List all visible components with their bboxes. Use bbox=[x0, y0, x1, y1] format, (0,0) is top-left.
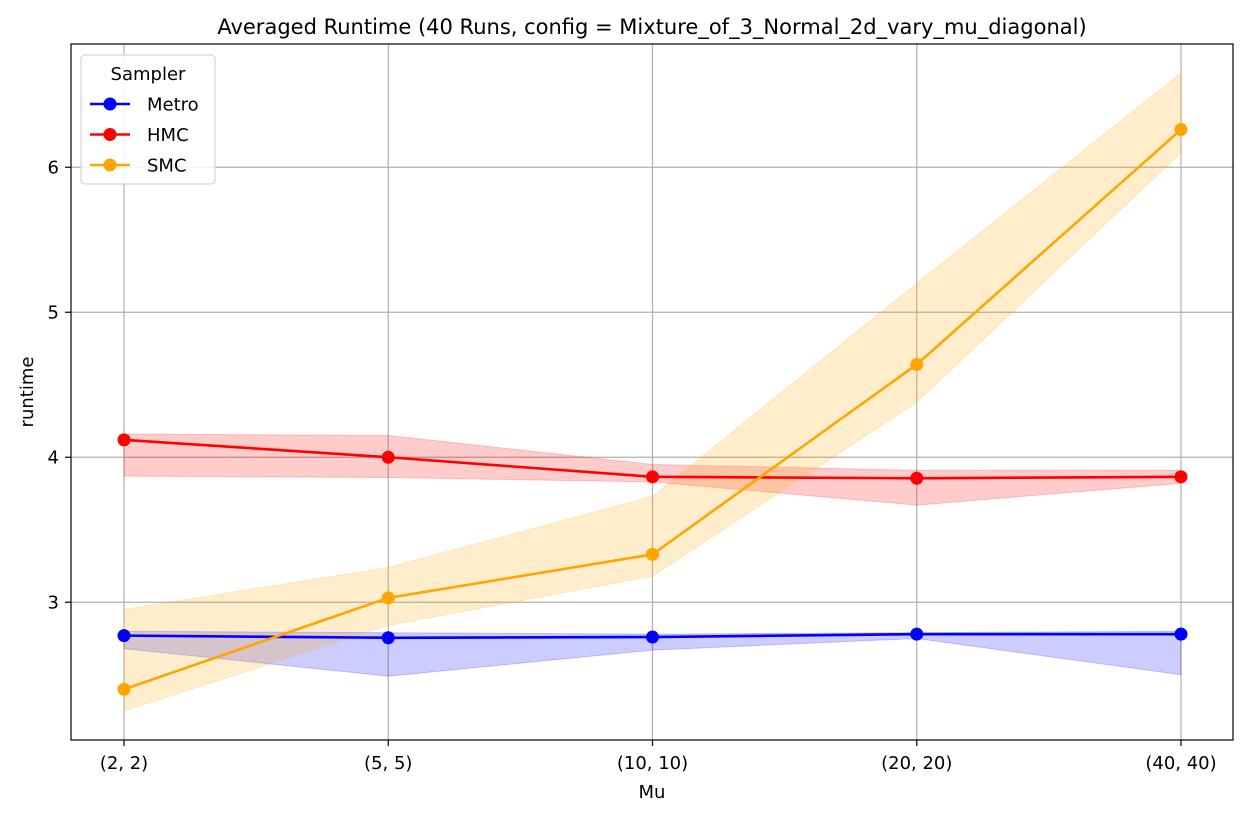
legend-entry-metro: Metro bbox=[90, 95, 199, 116]
point-smc bbox=[1174, 123, 1188, 137]
legend: Sampler Metro HMC SMC bbox=[80, 54, 216, 185]
x-tick-label: (40, 40) bbox=[1145, 753, 1216, 774]
point-metro bbox=[910, 627, 924, 641]
grid-lines bbox=[71, 44, 1233, 740]
y-axis-ticks: 3 4 5 6 bbox=[48, 157, 71, 613]
point-smc bbox=[910, 357, 924, 371]
y-tick-label: 3 bbox=[48, 592, 59, 613]
point-hmc bbox=[910, 471, 924, 485]
band-smc bbox=[123, 71, 1182, 712]
x-tick-label: (2, 2) bbox=[100, 753, 148, 774]
point-hmc bbox=[646, 470, 659, 484]
series-metro bbox=[117, 627, 1188, 645]
legend-label-smc: SMC bbox=[147, 156, 187, 177]
series-smc bbox=[117, 123, 1188, 696]
legend-entries: Metro HMC SMC bbox=[90, 95, 199, 177]
legend-label-hmc: HMC bbox=[147, 125, 189, 146]
x-tick-label: (20, 20) bbox=[881, 753, 952, 774]
point-hmc bbox=[1174, 470, 1188, 484]
point-hmc bbox=[117, 433, 131, 447]
legend-title: Sampler bbox=[111, 64, 186, 85]
point-metro bbox=[381, 631, 395, 645]
point-metro bbox=[1174, 627, 1188, 641]
x-axis-label: Mu bbox=[639, 782, 666, 803]
point-smc bbox=[381, 591, 395, 605]
legend-entry-smc: SMC bbox=[90, 156, 187, 177]
legend-marker-smc bbox=[103, 158, 117, 172]
y-axis-label: runtime bbox=[17, 357, 38, 428]
x-tick-label: (5, 5) bbox=[364, 753, 412, 774]
y-tick-label: 6 bbox=[48, 157, 59, 178]
legend-box bbox=[80, 54, 216, 185]
legend-marker-hmc bbox=[103, 128, 117, 141]
x-tick-label: (10, 10) bbox=[617, 753, 688, 774]
series-layer bbox=[117, 123, 1188, 696]
point-hmc bbox=[381, 450, 395, 464]
point-smc bbox=[646, 547, 659, 561]
legend-entry-hmc: HMC bbox=[90, 125, 189, 146]
legend-marker-metro bbox=[103, 97, 117, 111]
y-tick-label: 5 bbox=[48, 302, 59, 323]
y-tick-label: 4 bbox=[48, 447, 59, 468]
x-axis-ticks: (2, 2) (5, 5) (10, 10) (20, 20) (40, 40) bbox=[100, 740, 1217, 774]
point-metro bbox=[646, 630, 659, 644]
chart-title: Averaged Runtime (40 Runs, config = Mixt… bbox=[217, 15, 1086, 40]
series-hmc bbox=[117, 433, 1188, 485]
point-smc bbox=[117, 682, 131, 696]
point-metro bbox=[117, 629, 131, 643]
legend-label-metro: Metro bbox=[147, 95, 199, 116]
